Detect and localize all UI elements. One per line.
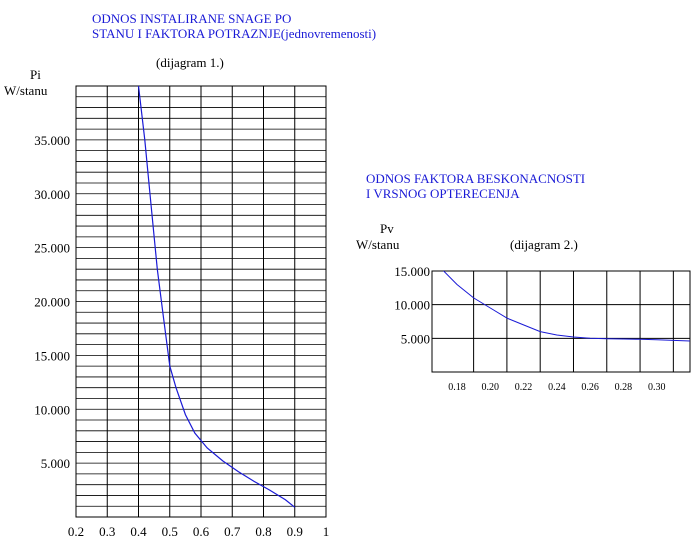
chart1-x-tick-label: 0.6 [193,524,210,539]
chart1-y-tick-label: 5.000 [41,456,70,471]
chart1-series-line [137,85,296,508]
chart1-y-tick-label: 30.000 [34,187,70,202]
chart2-x-tick-label: 0.18 [448,382,466,393]
chart2-x-tick-label: 0.24 [548,382,566,393]
chart1-x-tick-label: 0.9 [287,524,303,539]
chart2-y-tick-label: 5.000 [401,331,430,346]
chart2-series-line [442,271,690,342]
chart2-x-tick-label: 0.22 [515,382,533,393]
chart2-y-tick-label: 15.000 [394,264,430,279]
chart2-frame [431,270,691,373]
chart2-title-line1: ODNOS FAKTORA BESKONACNOSTI [366,171,586,186]
chart2-title-line2: I VRSNOG OPTERECENJA [366,186,520,201]
chart1-y-tick-label: 15.000 [34,348,70,363]
chart2-ylabel-line2: W/stanu [356,237,400,252]
chart1-subtitle: (dijagram 1.) [156,55,224,70]
chart2-x-tick-label: 0.28 [615,382,633,393]
chart1-y-tick-label: 25.000 [34,241,70,256]
chart1-x-tick-label: 0.7 [224,524,241,539]
chart1-x-tick-label: 1 [323,524,330,539]
chart1-x-tick-label: 0.2 [68,524,84,539]
chart1-y-tick-label: 35.000 [34,133,70,148]
chart2-x-tick-label: 0.30 [648,382,666,393]
chart1-y-tick-label: 10.000 [34,402,70,417]
chart2-x-tick-label: 0.26 [581,382,599,393]
chart1-x-tick-label: 0.5 [162,524,178,539]
chart1-ylabel-line1: Pi [30,67,41,82]
chart2-x-tick-label: 0.20 [482,382,500,393]
chart1-x-tick-label: 0.3 [99,524,115,539]
chart1-title-line2: STANU I FAKTORA POTRAZNJE(jednovremenost… [92,26,377,41]
chart1-ylabel-line2: W/stanu [4,83,48,98]
chart2-y-tick-label: 10.000 [394,298,430,313]
chart1-x-tick-label: 0.8 [255,524,271,539]
chart1-x-tick-label: 0.4 [130,524,147,539]
chart1-y-tick-label: 20.000 [34,295,70,310]
chart2-subtitle: (dijagram 2.) [510,237,578,252]
chart1-title-line1: ODNOS INSTALIRANE SNAGE PO [92,11,292,26]
chart2-ylabel-line1: Pv [380,221,394,236]
